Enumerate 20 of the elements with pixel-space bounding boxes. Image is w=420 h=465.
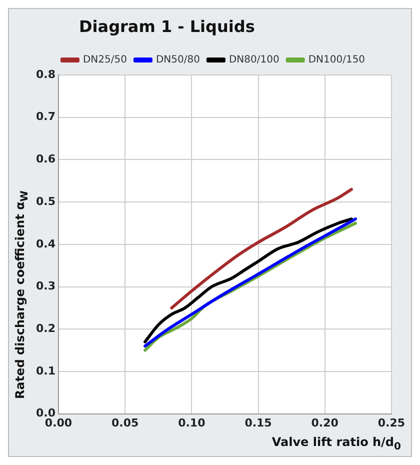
legend-label: DN25/50 bbox=[82, 54, 127, 66]
y-tick-label: 0.1 bbox=[36, 364, 56, 378]
legend-label: DN50/80 bbox=[156, 54, 200, 66]
x-tick-label: 0.10 bbox=[178, 416, 206, 430]
y-tick-label: 0.5 bbox=[36, 194, 56, 208]
y-tick-label: 0.3 bbox=[36, 280, 56, 293]
legend-label: DN100/150 bbox=[308, 54, 366, 66]
x-axis-title: Valve lift ratio h/d$_{0}$ bbox=[272, 435, 401, 452]
y-tick-label: 0.7 bbox=[36, 110, 56, 124]
chart-title: Diagram 1 - Liquids bbox=[79, 17, 255, 36]
x-tick-label: 0.25 bbox=[378, 416, 405, 430]
legend-label: DN80/100 bbox=[228, 54, 280, 66]
y-tick-label: 0.6 bbox=[36, 152, 56, 166]
y-tick-label: 0.8 bbox=[36, 68, 56, 81]
y-tick-label: 0.2 bbox=[36, 322, 56, 335]
x-tick-label: 0.05 bbox=[112, 416, 139, 430]
y-tick-label: 0.4 bbox=[36, 237, 56, 250]
line-series bbox=[170, 188, 353, 310]
x-tick-label: 0.20 bbox=[311, 416, 339, 430]
x-tick-label: 0.15 bbox=[244, 416, 272, 430]
